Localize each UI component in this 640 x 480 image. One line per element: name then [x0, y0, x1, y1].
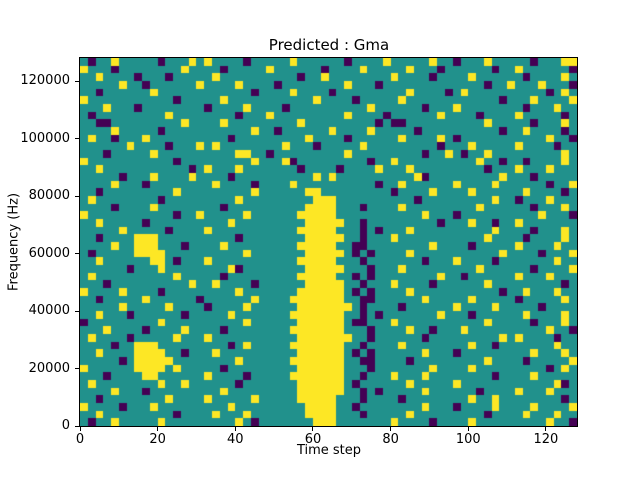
- x-tick-label: 0: [75, 432, 85, 447]
- x-tick-label: 80: [382, 432, 399, 447]
- x-tick-label: 60: [304, 432, 322, 447]
- y-tick-mark: [75, 425, 79, 427]
- x-tick-mark: [79, 427, 81, 431]
- y-tick-mark: [75, 310, 79, 312]
- y-tick-mark: [75, 368, 79, 369]
- x-tick-label: 40: [227, 432, 244, 447]
- y-tick-label: 40000: [28, 303, 70, 318]
- y-axis-label: Frequency (Hz): [6, 192, 22, 292]
- y-tick-label: 20000: [28, 360, 70, 376]
- chart-title: Predicted : Gma: [268, 36, 390, 54]
- x-tick-label: 100: [455, 432, 481, 447]
- x-tick-mark: [312, 427, 314, 431]
- x-tick-mark: [545, 427, 547, 431]
- y-tick-label: 60000: [28, 245, 70, 261]
- x-tick-mark: [157, 427, 159, 431]
- x-tick-label: 120: [533, 432, 559, 447]
- y-tick-mark: [75, 253, 79, 254]
- x-tick-mark: [467, 427, 469, 431]
- heatmap-canvas: [80, 58, 577, 426]
- x-tick-mark: [234, 427, 236, 431]
- y-tick-label: 100000: [20, 130, 70, 146]
- y-tick-mark: [75, 138, 79, 139]
- x-tick-mark: [390, 427, 392, 431]
- y-tick-label: 0: [61, 418, 70, 433]
- y-tick-label: 80000: [28, 188, 70, 203]
- plot-area: [79, 57, 578, 427]
- y-tick-mark: [75, 195, 79, 197]
- x-tick-label: 20: [149, 432, 166, 447]
- x-axis-label: Time step: [296, 443, 362, 458]
- y-tick-label: 120000: [20, 73, 70, 88]
- y-tick-mark: [75, 80, 79, 82]
